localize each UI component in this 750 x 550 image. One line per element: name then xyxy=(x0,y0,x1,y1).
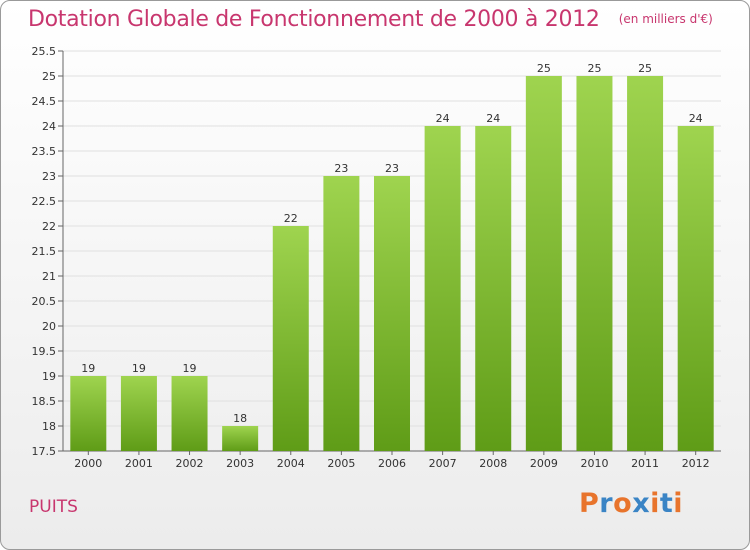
x-tick-label: 2003 xyxy=(226,457,254,470)
data-label: 24 xyxy=(436,112,450,125)
bar xyxy=(424,126,461,451)
data-label: 24 xyxy=(486,112,500,125)
x-tick-label: 2005 xyxy=(327,457,355,470)
bar xyxy=(576,76,613,451)
bar xyxy=(677,126,714,451)
labels: 17.5 18 18.5 19 19.5 20 20.5 21 21.5 22 22.5 23 23.5… xyxy=(32,45,710,470)
logo-letter: i xyxy=(673,488,684,519)
bar xyxy=(525,76,562,451)
logo-letter: P xyxy=(579,488,600,519)
x-tick-label: 2004 xyxy=(277,457,305,470)
bar xyxy=(323,176,360,451)
x-tick-label: 2010 xyxy=(580,457,608,470)
data-label: 24 xyxy=(689,112,703,125)
y-tick-label: 20 xyxy=(42,320,56,333)
chart-subtitle: (en milliers d'€) xyxy=(618,12,713,26)
logo-letter: o xyxy=(613,488,633,519)
data-label: 19 xyxy=(132,362,146,375)
y-tick-label: 18.5 xyxy=(32,395,57,408)
data-label: 22 xyxy=(284,212,298,225)
y-tick-label: 24.5 xyxy=(32,95,57,108)
data-label: 23 xyxy=(334,162,348,175)
y-tick-label: 21 xyxy=(42,270,56,283)
chart-title: Dotation Globale de Fonctionnement de 20… xyxy=(28,7,600,32)
y-tick-label: 23.5 xyxy=(32,145,57,158)
data-label: 19 xyxy=(183,362,197,375)
logo-letter: r xyxy=(599,488,614,519)
x-tick-label: 2007 xyxy=(429,457,457,470)
y-tick-label: 22.5 xyxy=(32,195,57,208)
y-tick-label: 24 xyxy=(42,120,56,133)
y-tick-label: 18 xyxy=(42,420,56,433)
data-label: 18 xyxy=(233,412,247,425)
y-tick-label: 25.5 xyxy=(32,45,57,58)
data-label: 25 xyxy=(587,62,601,75)
proxiti-logo: Proxiti xyxy=(579,488,683,519)
bar xyxy=(222,426,259,451)
x-tick-label: 2008 xyxy=(479,457,507,470)
x-tick-label: 2006 xyxy=(378,457,406,470)
bar xyxy=(272,226,309,451)
x-tick-label: 2000 xyxy=(74,457,102,470)
y-tick-label: 17.5 xyxy=(32,445,57,458)
y-tick-label: 25 xyxy=(42,70,56,83)
x-tick-label: 2012 xyxy=(682,457,710,470)
bar xyxy=(70,376,107,451)
bar xyxy=(374,176,410,451)
title-row: Dotation Globale de Fonctionnement de 20… xyxy=(28,7,713,32)
logo-letter: x xyxy=(632,488,651,519)
x-tick-label: 2009 xyxy=(530,457,558,470)
data-label: 23 xyxy=(385,162,399,175)
bars xyxy=(70,76,714,451)
bar xyxy=(627,76,664,451)
y-tick-label: 22 xyxy=(42,220,56,233)
x-tick-label: 2002 xyxy=(176,457,204,470)
logo-letter: t xyxy=(659,488,674,519)
y-tick-label: 23 xyxy=(42,170,56,183)
y-tick-label: 20.5 xyxy=(32,295,57,308)
data-label: 25 xyxy=(537,62,551,75)
logo-letter: i xyxy=(650,488,660,519)
bar xyxy=(475,126,512,451)
commune-name: PUITS xyxy=(29,497,78,517)
x-tick-label: 2011 xyxy=(631,457,659,470)
y-tick-label: 19.5 xyxy=(32,345,57,358)
data-label: 19 xyxy=(81,362,95,375)
x-tick-label: 2001 xyxy=(125,457,153,470)
data-label: 25 xyxy=(638,62,652,75)
y-tick-label: 21.5 xyxy=(32,245,57,258)
bar xyxy=(120,376,157,451)
y-tick-label: 19 xyxy=(42,370,56,383)
bar xyxy=(171,376,208,451)
